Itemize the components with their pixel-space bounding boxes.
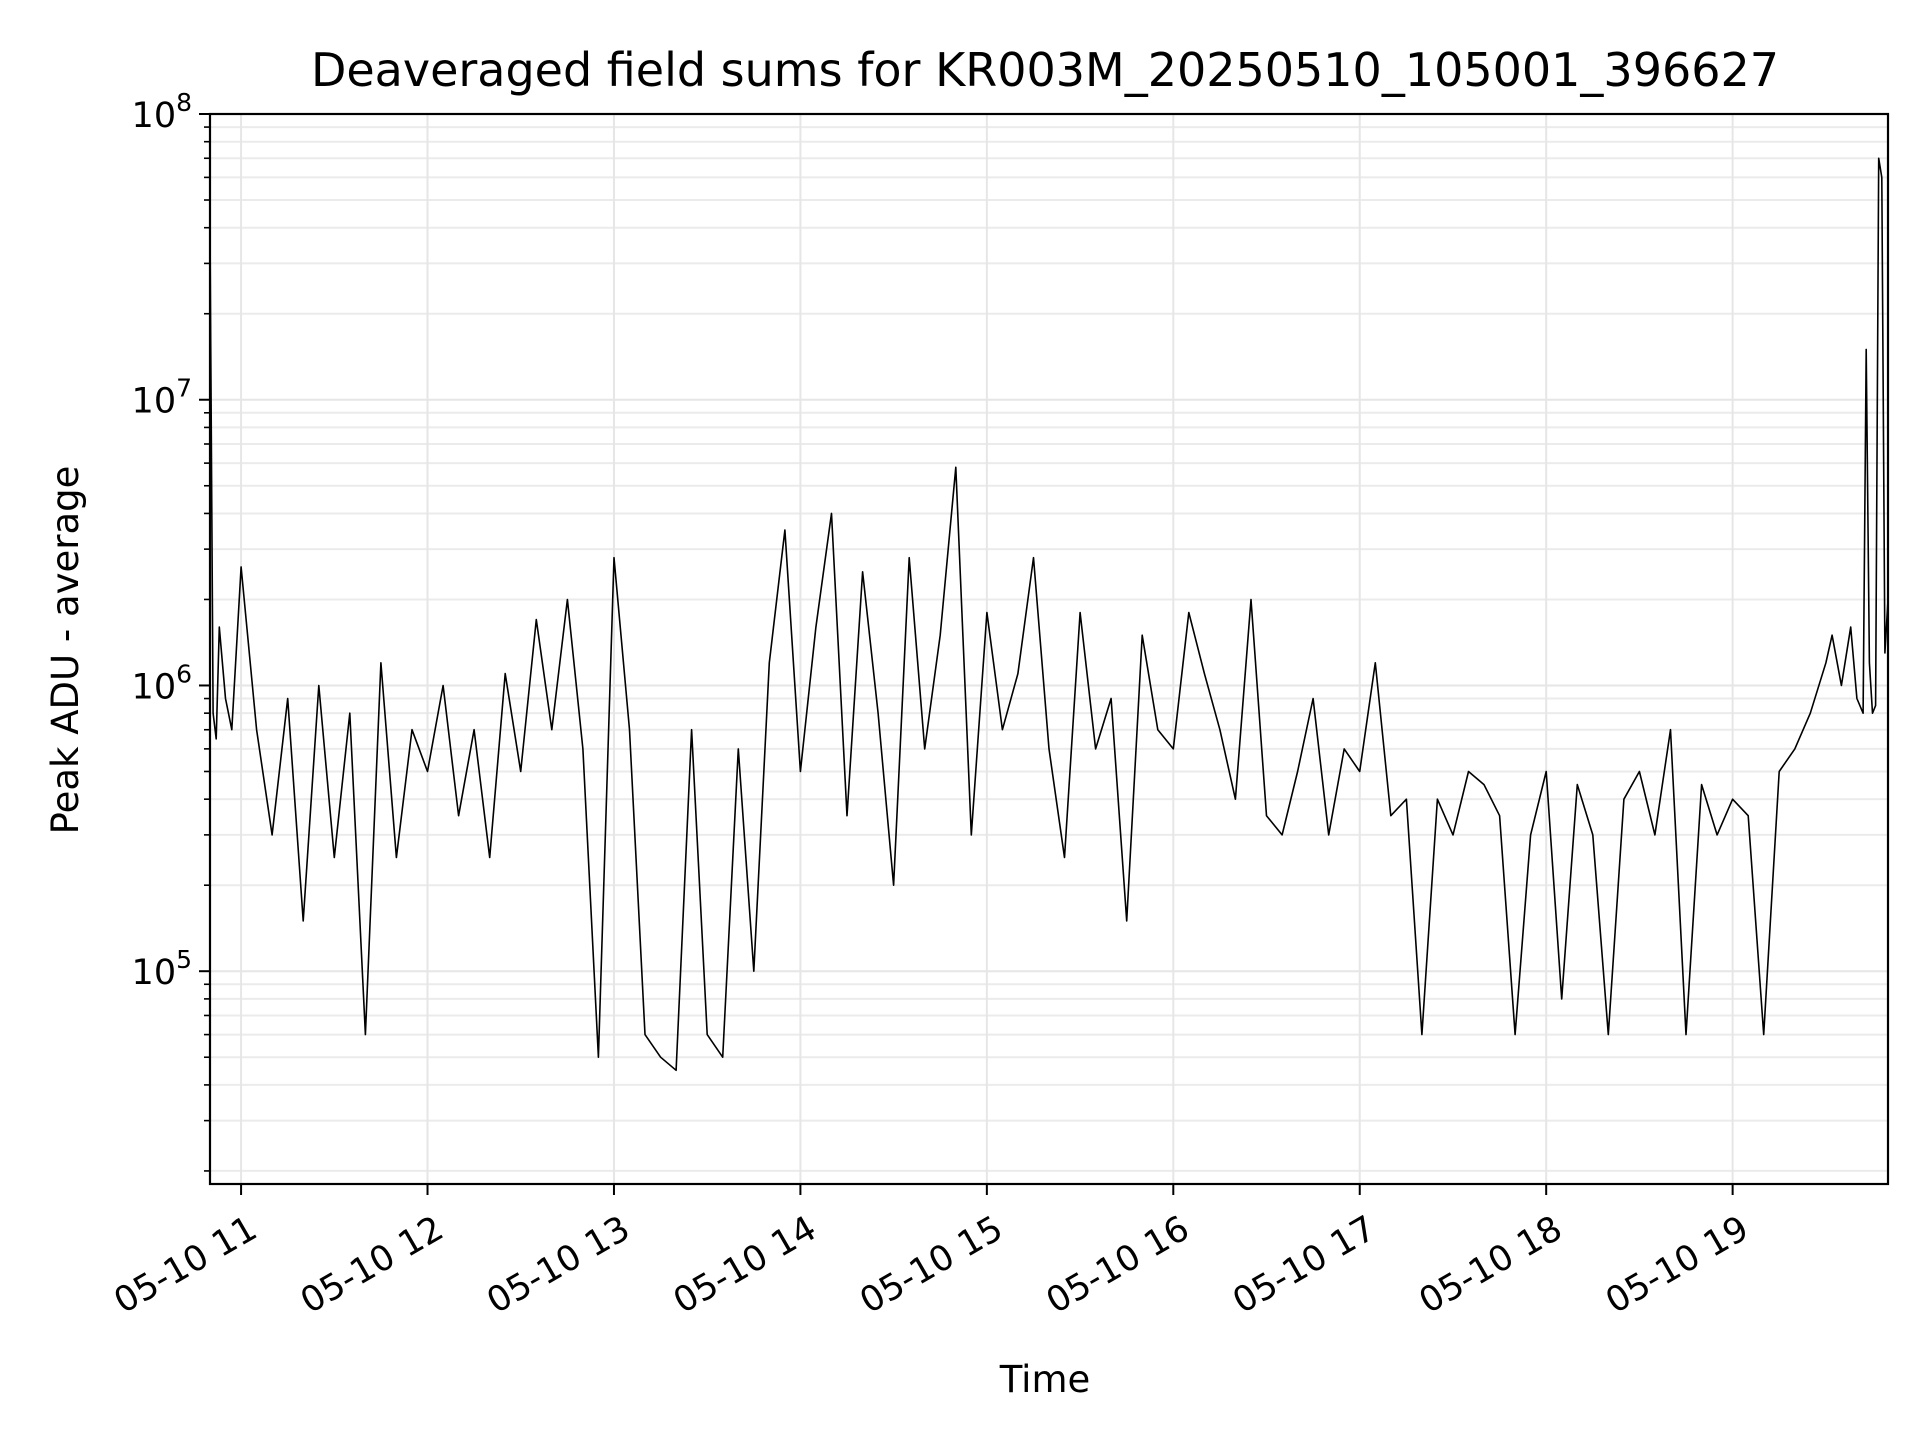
y-tick-label: 108 — [132, 88, 192, 136]
axes-frame — [208, 112, 1890, 1186]
y-tick-label: 105 — [132, 945, 192, 993]
chart-title: Deaveraged field sums for KR003M_2025051… — [311, 43, 1779, 97]
y-axis: 105 106 107 108 — [132, 88, 210, 1172]
y-tick-label: 107 — [132, 374, 192, 422]
series-line — [209, 157, 1889, 1072]
plot-area — [209, 157, 1889, 1072]
y-axis-label: Peak ADU - average — [44, 466, 87, 835]
y-tick-label: 106 — [132, 659, 192, 707]
x-axis-label: Time — [999, 1358, 1091, 1401]
